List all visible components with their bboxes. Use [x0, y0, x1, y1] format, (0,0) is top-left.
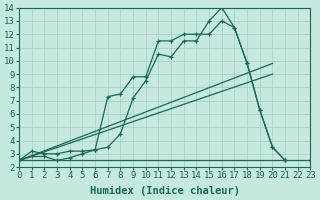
- X-axis label: Humidex (Indice chaleur): Humidex (Indice chaleur): [90, 186, 240, 196]
